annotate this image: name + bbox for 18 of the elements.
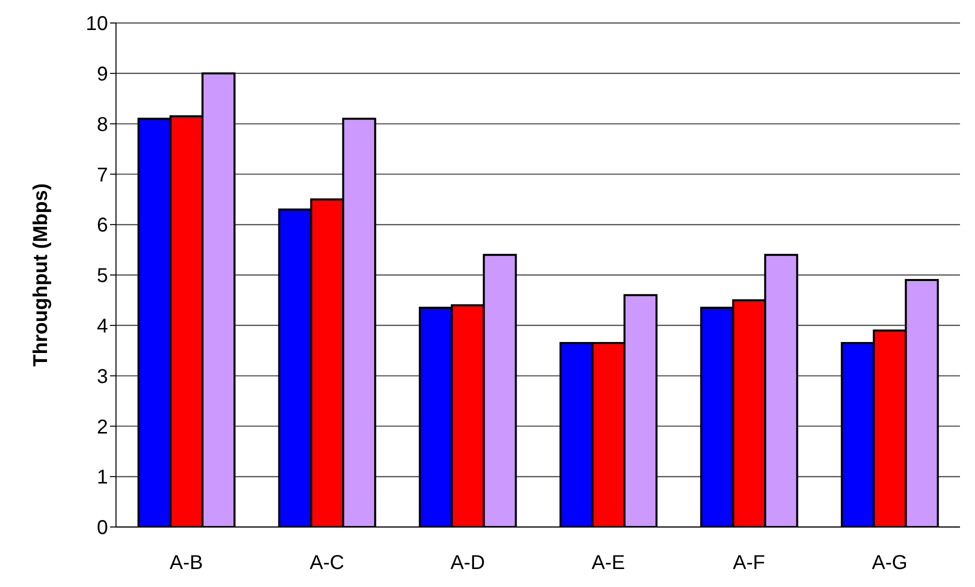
y-axis-title: Throughput (Mbps) — [30, 183, 52, 367]
x-tick-label: A-F — [732, 552, 766, 574]
y-tick-label: 7 — [96, 164, 108, 186]
y-tick-label: 9 — [96, 64, 108, 86]
y-tick-label: 10 — [86, 13, 108, 36]
x-tick-label: A-B — [170, 552, 204, 574]
y-tick-label: 6 — [96, 214, 108, 237]
x-tick-label: A-D — [450, 552, 485, 574]
y-tick-label: 1 — [96, 466, 108, 489]
y-tick-label: 8 — [96, 114, 108, 136]
y-tick-label: 4 — [96, 316, 108, 338]
x-tick-label: A-G — [872, 552, 908, 574]
x-tick-label: A-C — [310, 552, 344, 574]
y-tick-label: 3 — [96, 366, 108, 388]
x-tick-label: A-E — [592, 552, 626, 574]
y-tick-label: 2 — [96, 416, 108, 438]
y-tick-label: 0 — [96, 517, 108, 540]
y-tick-label: 5 — [96, 265, 108, 288]
